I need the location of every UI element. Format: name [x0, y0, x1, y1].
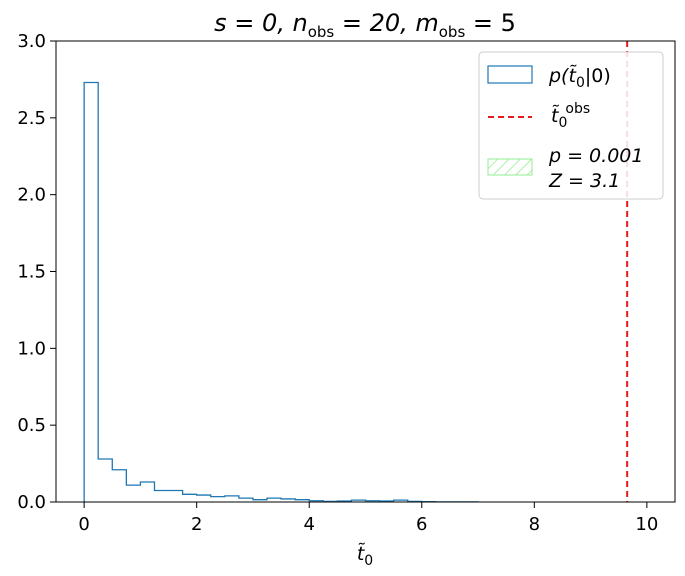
legend-zscore-label: Z = 3.1 [548, 170, 620, 192]
y-tick-label: 0.0 [17, 492, 46, 513]
legend-obs-label: t̃0obs [551, 101, 590, 131]
x-axis: 0 2 4 6 8 10 [78, 502, 658, 535]
x-tick-label: 8 [529, 514, 540, 535]
y-tick-label: 2.0 [17, 185, 46, 206]
chart-title: s = 0, nobs = 20, mobs = 5 [214, 9, 516, 41]
y-tick-label: 1.5 [17, 262, 46, 283]
y-tick-label: 3.0 [17, 31, 46, 52]
legend-hist-swatch [487, 65, 533, 84]
y-tick-label: 0.5 [17, 415, 46, 436]
y-axis: 0.0 0.5 1.0 1.5 2.0 2.5 3.0 [17, 31, 56, 513]
x-tick-label: 6 [416, 514, 427, 535]
x-axis-label: t̃0 [357, 543, 373, 569]
legend: p(t̃0|0) t̃0obs p = 0.001 Z = 3.1 [478, 51, 664, 200]
legend-pvalue-label: p = 0.001 [548, 145, 643, 167]
legend-hist-label: p(t̃0|0) [548, 65, 611, 91]
y-tick-label: 2.5 [17, 108, 46, 129]
y-tick-label: 1.0 [17, 338, 46, 359]
x-tick-label: 10 [635, 514, 658, 535]
x-tick-label: 2 [191, 514, 202, 535]
histogram-step-line [83, 81, 479, 502]
x-tick-label: 4 [304, 514, 315, 535]
legend-hatch-swatch [487, 158, 533, 176]
x-tick-label: 0 [78, 514, 89, 535]
histogram [83, 81, 479, 502]
